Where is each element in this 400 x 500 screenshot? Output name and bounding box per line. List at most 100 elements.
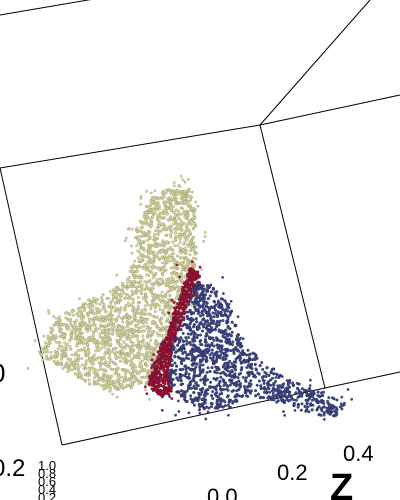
scatter-point: [266, 383, 270, 387]
scatter-point: [174, 219, 178, 223]
scatter-point: [117, 311, 121, 315]
scatter-point: [179, 271, 183, 275]
scatter-point: [114, 386, 118, 390]
scatter-point: [258, 396, 262, 400]
scatter-point: [114, 308, 118, 312]
scatter-point: [162, 369, 166, 373]
scatter-point: [136, 249, 140, 253]
scatter-point: [180, 174, 183, 178]
scatter-point: [204, 338, 208, 342]
scatter-point: [186, 217, 189, 221]
scatter-point: [151, 276, 155, 280]
scatter-point: [206, 388, 210, 392]
scatter-point: [104, 350, 108, 354]
scatter-point: [122, 308, 126, 312]
scatter-point: [201, 329, 204, 333]
scatter-point: [100, 314, 104, 318]
scatter-point: [130, 251, 134, 255]
scatter-point: [195, 291, 199, 295]
scatter-point: [155, 277, 159, 281]
scatter-point: [185, 389, 189, 393]
scatter-point: [193, 224, 197, 228]
scatter-point: [309, 378, 312, 382]
scatter-point: [59, 323, 62, 327]
scatter-point: [192, 333, 196, 337]
scatter-point: [261, 367, 265, 371]
scatter-point: [171, 240, 175, 244]
scatter-point: [265, 366, 269, 370]
scatter-point: [124, 354, 128, 358]
scatter-point: [170, 368, 174, 372]
scatter-point: [127, 284, 131, 288]
scatter-point: [150, 220, 154, 223]
scatter-point: [283, 391, 287, 394]
scatter-point: [206, 297, 210, 301]
scatter-point: [226, 334, 230, 338]
scatter-point: [140, 283, 144, 287]
scatter-point: [250, 362, 253, 366]
scatter-point: [195, 252, 199, 255]
scatter-point: [61, 322, 65, 326]
scatter-point: [167, 259, 171, 263]
scatter-point: [172, 181, 176, 184]
scatter-point: [142, 344, 146, 348]
scatter-point: [112, 347, 116, 351]
scatter-point: [184, 336, 188, 340]
scatter-point: [117, 314, 121, 318]
scatter-point: [309, 402, 313, 406]
scatter-point: [192, 355, 196, 359]
scatter-point: [103, 337, 106, 341]
scatter-point: [99, 356, 103, 360]
scatter-point: [92, 379, 96, 383]
scatter-point: [139, 291, 143, 295]
scatter-point: [98, 335, 102, 339]
scatter-point: [142, 267, 146, 270]
scatter-point: [61, 367, 65, 371]
scatter-point: [181, 390, 185, 394]
scatter-point: [138, 364, 142, 368]
scatter-point: [156, 350, 160, 354]
scatter-point: [174, 208, 178, 212]
scatter-point: [179, 192, 183, 196]
scatter-point: [148, 351, 152, 355]
scatter-point: [150, 366, 153, 370]
scatter-point: [223, 353, 227, 357]
scatter-point: [157, 242, 161, 246]
scatter-point: [191, 217, 195, 221]
scatter-point: [220, 344, 224, 348]
scatter-point: [190, 239, 193, 242]
scatter-point: [200, 267, 203, 271]
scatter-point: [135, 288, 139, 292]
scatter-point: [159, 333, 163, 337]
scatter-point: [185, 339, 188, 342]
scatter-point: [206, 366, 210, 370]
scatter-point: [151, 266, 155, 270]
scatter-point: [256, 392, 260, 396]
scatter-point: [201, 299, 205, 303]
scatter-point: [169, 324, 173, 328]
scatter-point: [221, 405, 225, 409]
scatter-point: [145, 373, 149, 376]
scatter-point: [99, 377, 103, 381]
scatter-point: [185, 399, 189, 403]
scatter-point: [180, 373, 184, 377]
scatter-point: [148, 261, 152, 265]
scatter-point: [169, 246, 173, 250]
scatter-point: [184, 252, 188, 256]
scatter-point: [156, 384, 160, 388]
scatter-point: [138, 361, 142, 365]
scatter-point: [80, 316, 84, 320]
scatter-point: [98, 302, 102, 306]
scatter-point: [219, 310, 223, 314]
scatter-point: [139, 344, 142, 348]
scatter-point: [205, 326, 208, 330]
scatter-point: [188, 327, 192, 331]
scatter-point: [264, 387, 268, 391]
scatter-point: [215, 320, 219, 324]
scatter-point: [129, 285, 133, 289]
scatter-point: [127, 226, 131, 230]
scatter-point: [178, 323, 182, 327]
scatter-point: [166, 247, 170, 251]
scatter-point: [127, 304, 131, 308]
scatter-point: [210, 394, 214, 398]
